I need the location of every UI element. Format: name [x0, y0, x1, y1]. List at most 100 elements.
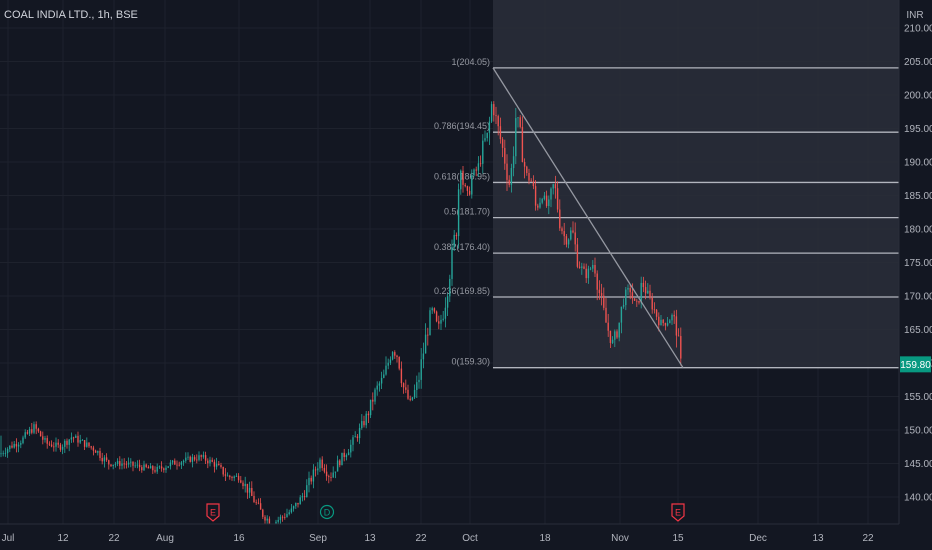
- candlestick-series: [0, 101, 682, 531]
- candle-body: [284, 516, 286, 518]
- candle-body: [519, 117, 521, 127]
- candle-body: [295, 502, 297, 507]
- candle-body: [361, 421, 363, 428]
- candle-body: [541, 199, 543, 203]
- candle-body: [180, 462, 183, 465]
- candle-body: [442, 318, 444, 320]
- candle-body: [57, 442, 59, 445]
- candle-body: [466, 186, 469, 191]
- candle-body: [92, 447, 95, 451]
- candle-body: [475, 169, 477, 171]
- fib-retracement-levels[interactable]: 1(204.05) 0.786(194.45) 0.618(186.95) 0.5(1…: [434, 57, 899, 369]
- candle-body: [484, 138, 486, 141]
- candle-body: [112, 464, 114, 467]
- candle-body: [409, 398, 411, 400]
- candle-body: [215, 463, 218, 467]
- candle-body: [156, 466, 158, 472]
- candle-body: [15, 443, 18, 447]
- candle-body: [389, 359, 392, 363]
- candle-body: [508, 179, 510, 185]
- time-axis[interactable]: Jul 12 22 Aug 16 Sep 13 22 Oct 18 Nov 15 Dec 13 22: [2, 533, 874, 544]
- candle-body: [123, 463, 125, 465]
- candle-body: [196, 459, 198, 461]
- candle-body: [396, 355, 398, 358]
- candle-body: [178, 464, 180, 466]
- candle-body: [138, 464, 141, 468]
- candle-body: [336, 460, 339, 472]
- candle-body: [528, 173, 530, 181]
- last-price-tag-label: 159.80: [900, 360, 931, 371]
- candle-body: [193, 457, 196, 460]
- candle-body: [477, 163, 480, 171]
- candle-body: [152, 466, 154, 471]
- candle-body: [231, 477, 233, 479]
- price-axis[interactable]: 140.00145.00150.00155.00160.00165.00170.…: [904, 24, 932, 504]
- candle-body: [33, 424, 35, 433]
- candle-body: [363, 421, 365, 426]
- price-tick-label: 190.00: [904, 158, 932, 169]
- candle-body: [299, 497, 301, 505]
- candle-body: [297, 502, 299, 505]
- candle-body: [675, 316, 678, 336]
- candle-body: [636, 300, 638, 302]
- candle-body: [622, 305, 625, 307]
- candle-body: [559, 209, 561, 229]
- candle-body: [554, 184, 557, 189]
- candle-body: [664, 323, 667, 326]
- candle-body: [438, 321, 440, 324]
- last-price-tag: 159.80: [900, 356, 931, 373]
- candle-body: [257, 502, 260, 504]
- candle-body: [143, 464, 145, 471]
- candle-body: [374, 389, 376, 402]
- candle-body: [99, 451, 101, 458]
- time-tick-label: 16: [233, 533, 245, 544]
- event-marker-label: E: [210, 508, 216, 518]
- candle-body: [94, 450, 97, 453]
- fib-trend-line[interactable]: [492, 67, 684, 369]
- candle-body: [13, 443, 15, 448]
- candle-body: [479, 163, 482, 165]
- candle-body: [530, 180, 532, 182]
- candle-body: [103, 457, 106, 462]
- candle-body: [380, 377, 383, 384]
- candle-body: [242, 482, 244, 487]
- candle-body: [418, 379, 420, 383]
- candle-body: [407, 389, 409, 399]
- candle-body: [286, 514, 288, 518]
- candle-body: [391, 352, 394, 360]
- candle-body: [97, 451, 99, 453]
- candle-body: [488, 121, 491, 133]
- candle-body: [253, 495, 255, 503]
- candle-body: [422, 353, 425, 360]
- candle-body: [158, 466, 161, 468]
- candle-body: [446, 296, 449, 308]
- candle-body: [486, 132, 488, 139]
- candle-body: [68, 439, 70, 445]
- candle-body: [169, 462, 172, 467]
- time-tick-label: 22: [415, 533, 427, 544]
- candle-body: [116, 461, 119, 464]
- candle-body: [594, 264, 596, 274]
- candle-body: [64, 440, 66, 447]
- price-tick-label: 185.00: [904, 191, 932, 202]
- candle-body: [400, 368, 403, 384]
- candle-body: [653, 309, 656, 311]
- candle-body: [605, 307, 607, 323]
- candle-body: [350, 444, 352, 453]
- candle-body: [264, 516, 266, 521]
- candle-body: [290, 508, 293, 513]
- time-tick-label: Nov: [611, 533, 629, 544]
- candle-body: [154, 470, 156, 472]
- fib-level-label: 0.382(176.40): [434, 242, 490, 252]
- candle-body: [204, 455, 207, 461]
- candle-body: [110, 464, 112, 467]
- fib-level-label: 0.236(169.85): [434, 286, 490, 296]
- candle-body: [416, 382, 418, 390]
- candle-body: [411, 397, 414, 400]
- candle-body: [176, 464, 178, 466]
- fib-level-label: 0.786(194.45): [434, 121, 490, 131]
- candle-body: [365, 413, 367, 426]
- candle-body: [24, 432, 26, 438]
